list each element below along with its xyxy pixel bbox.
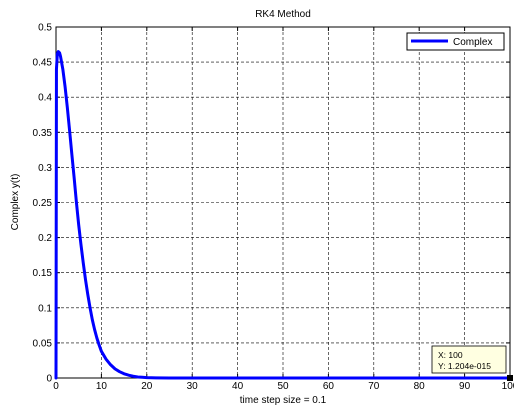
y-tick-label: 0.35: [33, 128, 53, 139]
data-tip-x: X: 100: [438, 350, 463, 360]
x-tick-label: 50: [277, 381, 289, 392]
y-tick-label: 0: [46, 374, 52, 385]
data-tip-marker[interactable]: [507, 375, 513, 381]
series-layer: [54, 50, 512, 380]
data-tip-box: [431, 345, 507, 374]
y-axis-label: Complex y(t): [10, 174, 21, 231]
data-tip[interactable]: X: 100 Y: 1.204e-015: [431, 345, 507, 374]
x-tick-label: 90: [459, 381, 471, 392]
x-axis-label: time step size = 0.1: [240, 395, 327, 406]
data-tip-y: Y: 1.204e-015: [438, 361, 491, 371]
x-tick-label: 100: [502, 381, 514, 392]
x-tick-label: 20: [141, 381, 153, 392]
x-tick-label: 30: [187, 381, 199, 392]
series-line-complex: [54, 50, 512, 380]
axis-ticks: 0 10 20 30 40 50 60 70 80 90 100 0 0.05 0.1 0.15 0.2 0.2…: [33, 23, 514, 393]
x-tick-label: 40: [232, 381, 244, 392]
x-tick-label: 0: [53, 381, 59, 392]
y-tick-label: 0.1: [38, 303, 52, 314]
legend-box: [406, 32, 505, 51]
grid-lines: [56, 27, 510, 378]
y-tick-label: 0.5: [38, 23, 52, 34]
y-tick-label: 0.25: [33, 198, 53, 209]
x-tick-label: 70: [368, 381, 380, 392]
x-tick-label: 10: [96, 381, 108, 392]
y-tick-label: 0.4: [38, 93, 52, 104]
y-tick-label: 0.45: [33, 58, 53, 69]
legend-label-complex: Complex: [453, 37, 492, 48]
x-tick-label: 80: [414, 381, 426, 392]
y-tick-label: 0.2: [38, 233, 52, 244]
y-tick-label: 0.15: [33, 268, 53, 279]
y-tick-label: 0.3: [38, 163, 52, 174]
y-tick-label: 0.05: [33, 338, 53, 349]
x-tick-label: 60: [323, 381, 335, 392]
chart-title: RK4 Method: [255, 9, 311, 20]
legend: Complex: [406, 32, 505, 51]
